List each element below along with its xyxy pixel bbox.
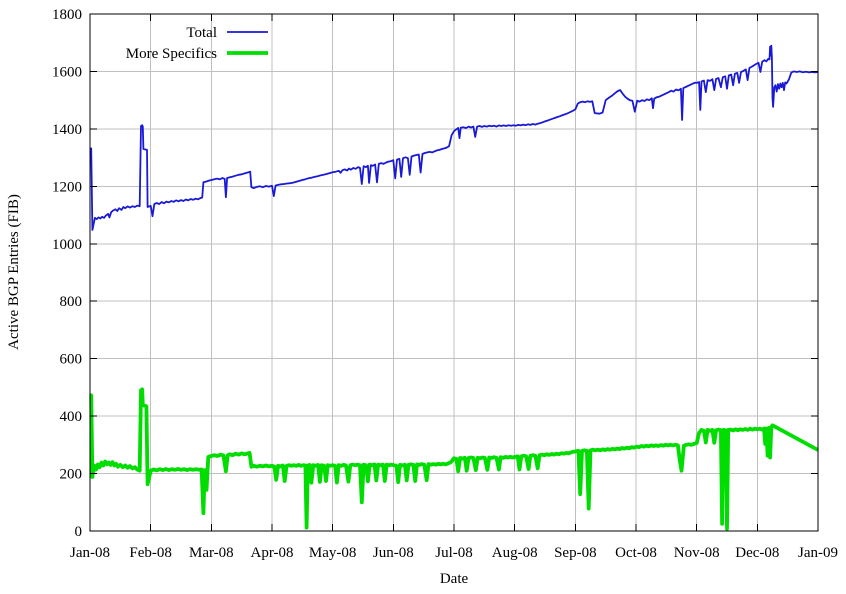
y-tick-label: 0 — [75, 524, 83, 540]
x-tick-label: Dec-08 — [735, 545, 779, 561]
x-tick-label: Jan-09 — [798, 545, 838, 561]
y-tick-label: 1000 — [52, 237, 82, 253]
y-tick-label: 600 — [60, 352, 83, 368]
y-tick-label: 1600 — [52, 64, 82, 80]
y-tick-label: 1800 — [52, 7, 82, 23]
legend-label-more-specifics: More Specifics — [126, 46, 217, 62]
x-tick-label: Sep-08 — [554, 545, 597, 561]
axes: 0 200 400 600 800 1000 1200 1400 1600 1800 Jan-08 F… — [52, 7, 838, 561]
x-tick-label: Mar-08 — [189, 545, 234, 561]
x-tick-label: May-08 — [309, 545, 357, 561]
x-tick-label: Jun-08 — [373, 545, 414, 561]
y-axis-title: Active BGP Entries (FIB) — [6, 194, 22, 350]
x-tick-label: Jul-08 — [435, 545, 473, 561]
y-tick-label: 200 — [60, 467, 83, 483]
x-tick-label: Aug-08 — [492, 545, 538, 561]
series-line-more-specifics — [89, 387, 819, 531]
legend: Total More Specifics — [126, 25, 268, 62]
x-tick-label: Nov-08 — [674, 545, 720, 561]
gridlines — [90, 14, 818, 531]
y-tick-label: 1200 — [52, 179, 82, 195]
y-tick-label: 800 — [60, 294, 83, 310]
y-tick-label: 400 — [60, 409, 83, 425]
x-axis-title: Date — [440, 571, 469, 587]
y-tick-label: 1400 — [52, 122, 82, 138]
data-series — [89, 44, 819, 531]
legend-label-total: Total — [186, 25, 217, 41]
x-tick-label: Jan-08 — [70, 545, 110, 561]
plot-border — [89, 13, 819, 532]
x-tick-label: Apr-08 — [250, 545, 293, 561]
x-tick-label: Feb-08 — [129, 545, 172, 561]
x-tick-label: Oct-08 — [615, 545, 657, 561]
series-line-total — [89, 44, 819, 231]
